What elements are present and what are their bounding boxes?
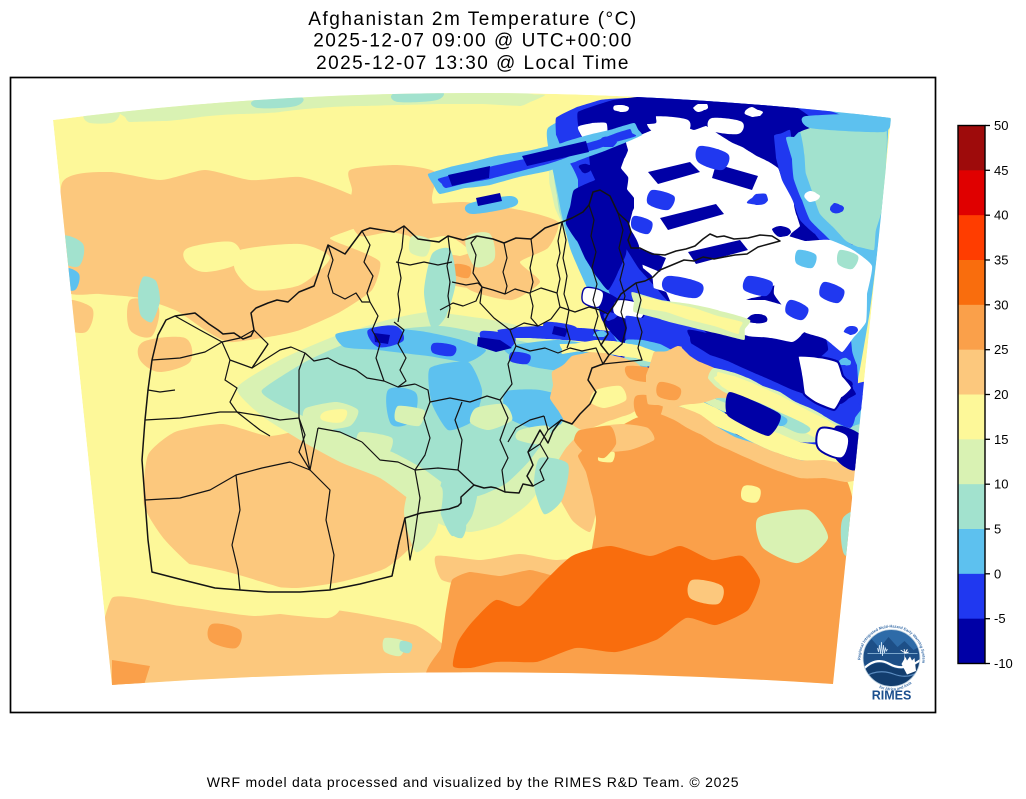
svg-text:15: 15 (994, 432, 1008, 447)
svg-text:-10: -10 (994, 656, 1013, 671)
svg-text:50: 50 (994, 118, 1008, 133)
svg-text:-5: -5 (994, 611, 1006, 626)
svg-text:40: 40 (994, 208, 1008, 223)
svg-text:45: 45 (994, 163, 1008, 178)
svg-text:20: 20 (994, 387, 1008, 402)
svg-text:25: 25 (994, 342, 1008, 357)
svg-text:35: 35 (994, 253, 1008, 268)
svg-text:2025-12-07 13:30 @ Local Time: 2025-12-07 13:30 @ Local Time (316, 53, 630, 74)
svg-text:0: 0 (994, 566, 1001, 581)
svg-text:WRF model data processed and v: WRF model data processed and visualized … (207, 774, 740, 790)
svg-text:5: 5 (994, 522, 1001, 537)
svg-text:30: 30 (994, 297, 1008, 312)
svg-text:Afghanistan 2m Temperature (°C: Afghanistan 2m Temperature (°C) (308, 9, 637, 30)
svg-text:RIMES: RIMES (872, 689, 912, 703)
svg-text:10: 10 (994, 477, 1008, 492)
svg-text:2025-12-07 09:00 @ UTC+00:00: 2025-12-07 09:00 @ UTC+00:00 (313, 31, 633, 52)
